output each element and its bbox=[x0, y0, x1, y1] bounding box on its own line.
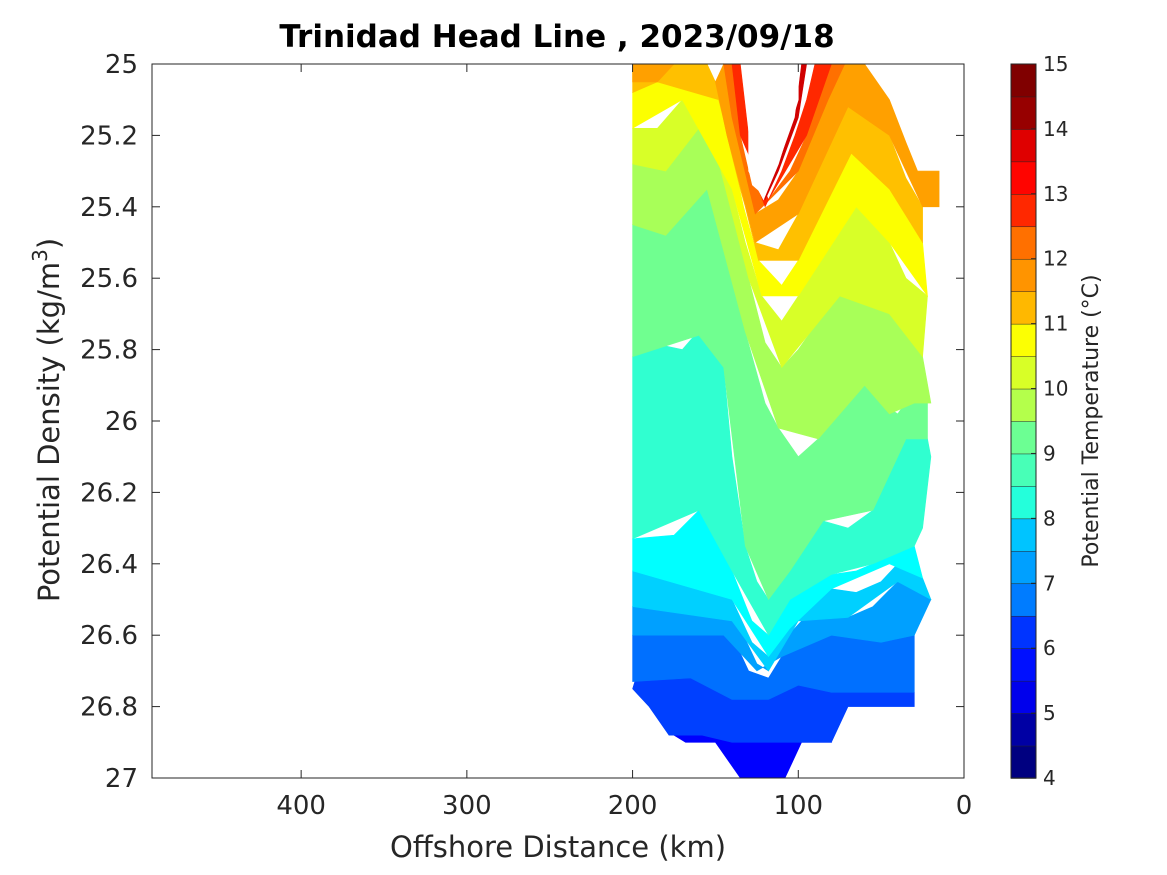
colorbar-tick-label: 12 bbox=[1043, 247, 1068, 271]
colorbar-level-12 bbox=[1010, 226, 1037, 260]
colorbar-level-9_5 bbox=[1010, 388, 1037, 422]
colorbar-level-7_5 bbox=[1010, 518, 1037, 552]
x-tick-label: 400 bbox=[276, 791, 326, 821]
colorbar-tick-label: 10 bbox=[1043, 377, 1068, 401]
colorbar-level-5 bbox=[1010, 680, 1037, 714]
x-tick-label: 300 bbox=[442, 791, 492, 821]
colorbar-level-6 bbox=[1010, 615, 1037, 649]
colorbar-level-4_5 bbox=[1010, 712, 1037, 747]
contour-fill-layer bbox=[632, 62, 940, 779]
y-axis-title-superscript: 3 bbox=[28, 249, 52, 262]
colorbar-level-13 bbox=[1010, 161, 1037, 195]
colorbar-level-9 bbox=[1010, 420, 1037, 455]
colorbar-tick-label: 7 bbox=[1043, 571, 1056, 595]
x-tick-label: 200 bbox=[608, 791, 658, 821]
colorbar-frame bbox=[1010, 63, 1037, 779]
y-axis-ticks: 25 25.2 25.4 25.6 25.8 26 26.2 26.4 26.6 26.8 27 bbox=[80, 50, 964, 794]
colorbar-level-5_5 bbox=[1010, 647, 1037, 682]
y-axis-title-suffix: ) bbox=[32, 238, 66, 249]
y-tick-label: 26.8 bbox=[80, 693, 138, 723]
x-tick-label: 0 bbox=[956, 791, 973, 821]
colorbar-level-7 bbox=[1010, 550, 1037, 585]
y-tick-label: 26.4 bbox=[80, 550, 138, 580]
colorbar-level-10 bbox=[1010, 355, 1037, 390]
colorbar-level-14_5 bbox=[1010, 63, 1037, 98]
colorbar-tick-label: 9 bbox=[1043, 441, 1056, 465]
x-axis-ticks: 400 300 200 100 0 bbox=[276, 64, 972, 821]
colorbar-level-10_5 bbox=[1010, 323, 1037, 357]
y-tick-label: 25 bbox=[105, 50, 138, 80]
colorbar-tick-label: 14 bbox=[1043, 117, 1068, 141]
plot-area: 400 300 200 100 0 25 25.2 25.4 25.6 25.8 26 26.2 26… bbox=[80, 50, 972, 821]
colorbar: 4 5 6 7 8 9 10 11 12 13 14 15 Potential Temperature… bbox=[1010, 52, 1104, 790]
colorbar-scale bbox=[1010, 63, 1037, 779]
colorbar-level-8 bbox=[1010, 485, 1037, 520]
y-tick-label: 26.6 bbox=[80, 621, 138, 651]
colorbar-tick-label: 13 bbox=[1043, 182, 1068, 206]
colorbar-tick-label: 6 bbox=[1043, 636, 1056, 660]
colorbar-title: Potential Temperature (°C) bbox=[1079, 274, 1104, 567]
colorbar-level-4 bbox=[1010, 745, 1037, 779]
colorbar-level-13_5 bbox=[1010, 128, 1037, 163]
y-tick-label: 26.2 bbox=[80, 478, 138, 508]
chart-title: Trinidad Head Line , 2023/09/18 bbox=[279, 19, 834, 55]
colorbar-level-6_5 bbox=[1010, 583, 1037, 617]
y-axis-title-main: Potential Density (kg/m bbox=[32, 262, 66, 602]
y-tick-label: 27 bbox=[105, 764, 138, 794]
colorbar-tick-label: 5 bbox=[1043, 701, 1056, 725]
colorbar-tick-label: 15 bbox=[1043, 52, 1068, 76]
colorbar-tick-label: 4 bbox=[1043, 766, 1056, 790]
y-tick-label: 25.6 bbox=[80, 264, 138, 294]
y-tick-label: 25.4 bbox=[80, 193, 138, 223]
x-tick-label: 100 bbox=[773, 791, 823, 821]
x-axis-title: Offshore Distance (km) bbox=[390, 830, 726, 864]
contour-band-12-12_5 bbox=[715, 62, 940, 243]
colorbar-level-11_5 bbox=[1010, 258, 1037, 292]
colorbar-tick-label: 11 bbox=[1043, 312, 1068, 336]
colorbar-level-14 bbox=[1010, 96, 1037, 130]
y-tick-label: 25.8 bbox=[80, 336, 138, 366]
y-tick-label: 25.2 bbox=[80, 121, 138, 151]
colorbar-level-12_5 bbox=[1010, 193, 1037, 228]
y-axis-title: Potential Density (kg/m3) bbox=[28, 238, 66, 602]
colorbar-ticks: 4 5 6 7 8 9 10 11 12 13 14 15 bbox=[1031, 52, 1068, 790]
colorbar-level-8_5 bbox=[1010, 453, 1037, 487]
colorbar-tick-label: 8 bbox=[1043, 506, 1056, 530]
colorbar-level-11 bbox=[1010, 290, 1037, 325]
y-tick-label: 26 bbox=[105, 407, 138, 437]
